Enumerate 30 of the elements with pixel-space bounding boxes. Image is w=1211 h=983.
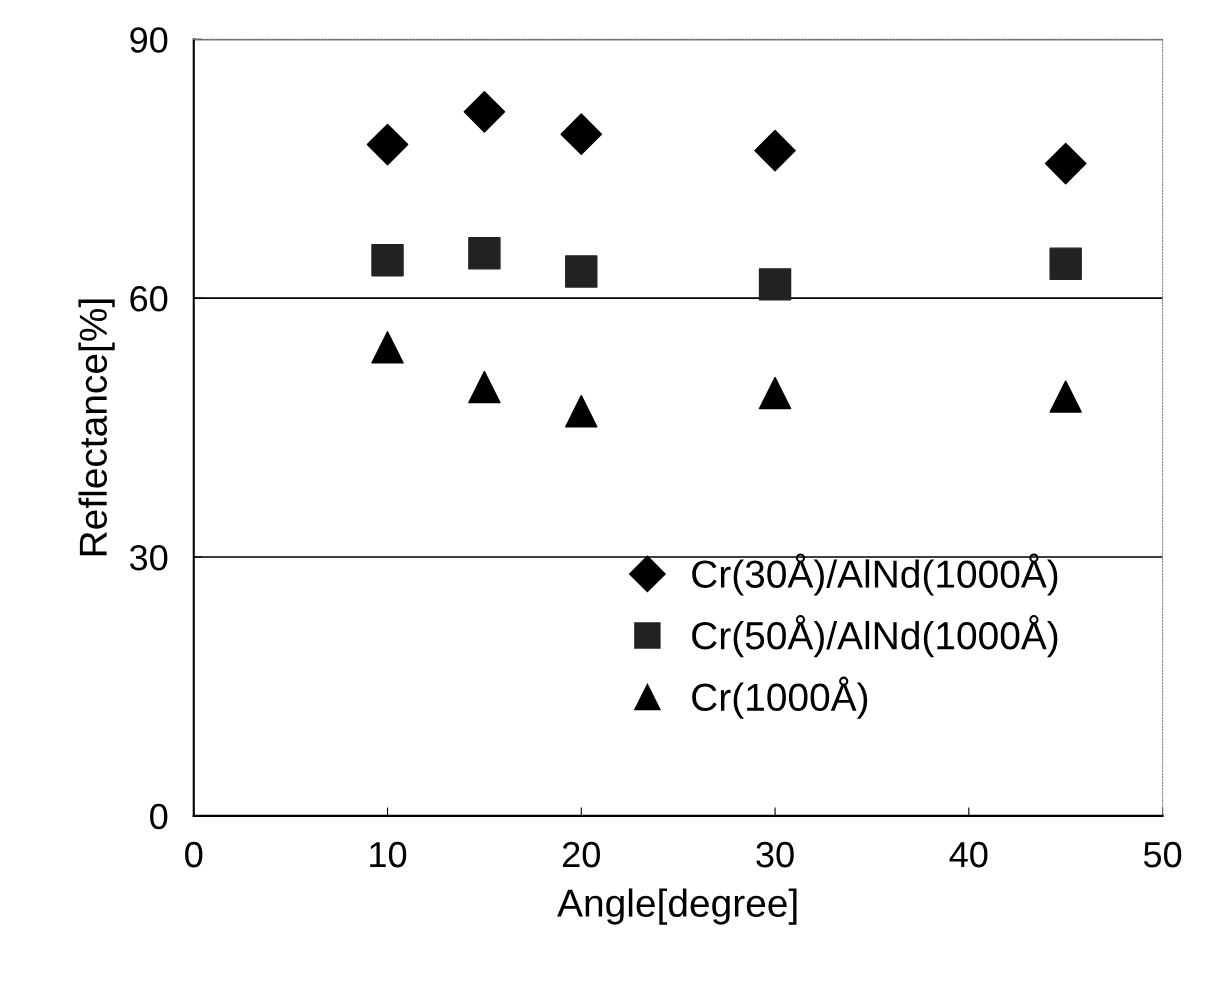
legend-label: Cr(30Å)/AlNd(1000Å) xyxy=(692,553,1058,596)
point xyxy=(468,370,501,404)
point xyxy=(565,255,598,288)
point xyxy=(371,243,404,277)
point xyxy=(758,268,792,301)
x-tick-label: 0 xyxy=(185,841,203,868)
point xyxy=(1049,247,1082,280)
point xyxy=(468,237,501,270)
point xyxy=(371,331,404,364)
x-tick-label: 50 xyxy=(1143,841,1182,868)
point xyxy=(1049,380,1082,413)
legend-label: Cr(50Å)/AlNd(1000Å) xyxy=(692,615,1058,658)
y-tick-label: 30 xyxy=(129,544,168,571)
x-axis-title: Angle[degree] xyxy=(557,888,797,925)
point xyxy=(366,123,409,166)
point xyxy=(560,113,603,156)
y-tick-label: 0 xyxy=(150,803,168,830)
point xyxy=(565,394,598,428)
x-tick-label: 40 xyxy=(949,841,988,868)
legend-label: Cr(1000Å) xyxy=(692,676,868,719)
x-tick-label: 30 xyxy=(756,841,794,868)
y-tick-label: 90 xyxy=(130,27,168,53)
point xyxy=(758,376,792,410)
y-tick-label: 60 xyxy=(130,286,168,312)
y-axis-title: Reflectance[%] xyxy=(78,299,115,556)
x-tick-label: 20 xyxy=(563,841,600,868)
point xyxy=(463,90,506,133)
point xyxy=(754,129,796,172)
point xyxy=(1044,142,1087,185)
x-tick-label: 10 xyxy=(370,841,407,868)
